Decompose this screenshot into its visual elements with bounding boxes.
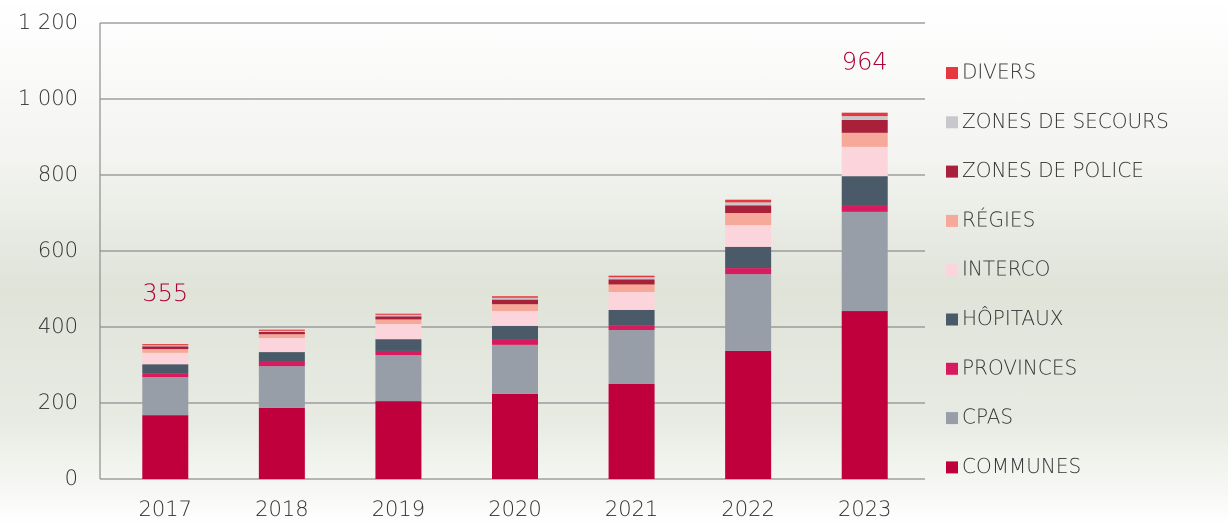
bar-segment	[609, 276, 655, 278]
bar-segment	[609, 330, 655, 384]
bar-segment	[142, 415, 188, 479]
bar-segment	[842, 133, 888, 147]
bar-segment	[259, 332, 305, 334]
bar-segment	[259, 330, 305, 331]
bar-segment	[375, 324, 421, 339]
bar-segment	[142, 364, 188, 374]
y-tick-label: 600	[38, 238, 78, 262]
bar-segment	[725, 247, 771, 268]
bar-segment	[609, 277, 655, 279]
bar-segment	[142, 353, 188, 364]
legend-swatch	[946, 67, 958, 79]
bar-segment	[375, 316, 421, 319]
bar-segment	[609, 280, 655, 285]
bar-segment	[842, 212, 888, 311]
total-label: 964	[842, 48, 888, 76]
chart: 0 200 400 600 800 1 000 1 200 2017 2018 2019 2020 2…	[0, 0, 1228, 527]
bar-segment	[259, 408, 305, 479]
legend-swatch	[946, 166, 958, 178]
legend-label: ZONES DE SECOURS	[962, 109, 1169, 133]
y-tick-label: 800	[38, 162, 78, 186]
bar-segment	[375, 339, 421, 351]
bar-segment	[375, 314, 421, 315]
y-tick-label: 0	[65, 466, 78, 490]
x-tick-label: 2022	[721, 497, 774, 521]
bar-segment	[492, 296, 538, 298]
bar-segment	[725, 213, 771, 225]
x-tick-label: 2023	[838, 497, 891, 521]
bar-segment	[842, 311, 888, 479]
bar-segment	[259, 338, 305, 352]
bar-segment	[492, 340, 538, 345]
bar-segment	[842, 120, 888, 133]
x-tick-label: 2017	[139, 497, 192, 521]
bar-segment	[375, 401, 421, 479]
bar-segment	[492, 345, 538, 394]
legend-label: HÔPITAUX	[962, 306, 1063, 330]
x-tick-label: 2018	[255, 497, 308, 521]
bar-segment	[259, 366, 305, 408]
legend-label: DIVERS	[962, 60, 1036, 84]
legend-swatch	[946, 363, 958, 375]
legend-swatch	[946, 412, 958, 424]
bar-segment	[842, 116, 888, 120]
total-label: 355	[142, 279, 188, 307]
bar-segment	[492, 304, 538, 311]
bar-segment	[842, 205, 888, 212]
bar-segment	[725, 225, 771, 247]
bar-segment	[609, 284, 655, 292]
legend-label: RÉGIES	[962, 207, 1035, 231]
chart-container: 0 200 400 600 800 1 000 1 200 2017 2018 2019 2020 2…	[0, 0, 1228, 527]
y-tick-label: 400	[38, 314, 78, 338]
bar-segment	[725, 274, 771, 351]
bar-segment	[259, 334, 305, 338]
bar-segment	[375, 315, 421, 317]
bar-segment	[492, 298, 538, 300]
legend-label: COMMUNES	[962, 454, 1081, 478]
bar-segment	[492, 311, 538, 326]
bar-segment	[142, 374, 188, 377]
bar-segment	[609, 310, 655, 326]
bar-segment	[609, 292, 655, 310]
bar-segment	[492, 300, 538, 305]
x-tick-label: 2021	[605, 497, 658, 521]
legend-label: PROVINCES	[962, 355, 1077, 379]
y-tick-label: 200	[38, 390, 78, 414]
bar-segment	[492, 326, 538, 340]
legend-swatch	[946, 215, 958, 227]
bar-segment	[725, 268, 771, 274]
y-tick-label: 1 000	[18, 86, 78, 110]
legend-label: CPAS	[962, 405, 1013, 429]
bar-segment	[142, 377, 188, 415]
bar-segment	[375, 355, 421, 401]
bar-segment	[259, 352, 305, 362]
bar-segment	[725, 202, 771, 205]
bar-segment	[142, 344, 188, 345]
legend-swatch	[946, 116, 958, 128]
x-tick-label: 2019	[372, 497, 425, 521]
legend-swatch	[946, 461, 958, 473]
bar-segment	[375, 351, 421, 355]
legend-swatch	[946, 314, 958, 326]
bar-segment	[142, 345, 188, 346]
bar-segment	[842, 176, 888, 205]
y-tick-label: 1 200	[18, 10, 78, 34]
bar-segment	[725, 205, 771, 213]
bar-segment	[842, 113, 888, 116]
bar-segment	[492, 394, 538, 479]
bar-segment	[259, 362, 305, 366]
legend-label: ZONES DE POLICE	[962, 158, 1144, 182]
bar-segment	[142, 346, 188, 349]
bar-segment	[375, 319, 421, 324]
bar-segment	[725, 200, 771, 203]
bar-segment	[609, 326, 655, 330]
legend-label: INTERCO	[962, 257, 1050, 281]
legend-swatch	[946, 264, 958, 276]
bar-segment	[259, 331, 305, 332]
bar-segment	[725, 351, 771, 479]
bar-segment	[842, 147, 888, 176]
bar-segment	[609, 384, 655, 479]
x-tick-label: 2020	[488, 497, 541, 521]
bar-segment	[142, 349, 188, 353]
